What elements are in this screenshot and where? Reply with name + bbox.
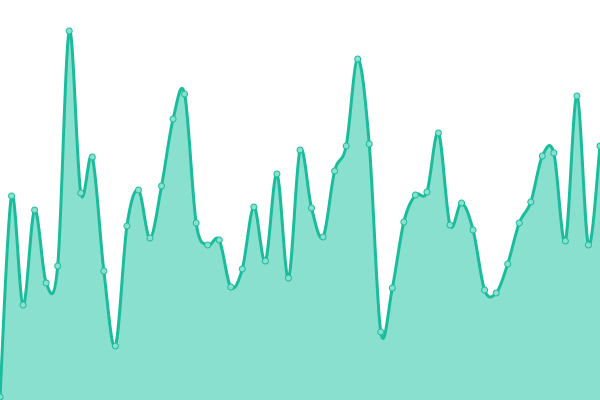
data-point: [469, 226, 477, 234]
data-point: [365, 140, 373, 148]
data-point: [8, 192, 16, 200]
data-point: [550, 149, 558, 157]
data-point: [388, 284, 396, 292]
data-point: [561, 237, 569, 245]
data-point: [65, 27, 73, 35]
data-point: [261, 257, 269, 265]
data-point: [434, 129, 442, 137]
data-point: [227, 283, 235, 291]
data-point: [515, 219, 523, 227]
data-point: [400, 218, 408, 226]
data-point: [458, 199, 466, 207]
data-point: [538, 152, 546, 160]
data-point: [100, 267, 108, 275]
data-point: [481, 286, 489, 294]
data-point: [596, 142, 600, 150]
data-point: [492, 289, 500, 297]
data-point: [204, 241, 212, 249]
data-point: [19, 301, 27, 309]
data-point: [77, 189, 85, 197]
data-point: [273, 170, 281, 178]
data-point: [192, 219, 200, 227]
data-markers: [0, 27, 600, 400]
data-point: [42, 279, 50, 287]
data-point: [411, 191, 419, 199]
data-point: [215, 236, 223, 244]
data-point: [31, 206, 39, 214]
data-point: [123, 222, 131, 230]
data-point: [146, 234, 154, 242]
data-point: [134, 186, 142, 194]
data-point: [308, 204, 316, 212]
data-point: [573, 92, 581, 100]
data-point: [331, 167, 339, 175]
data-point: [446, 221, 454, 229]
data-point: [354, 55, 362, 63]
data-point: [169, 115, 177, 123]
data-point: [0, 393, 4, 400]
data-point: [527, 198, 535, 206]
data-point: [584, 241, 592, 249]
data-point: [111, 342, 119, 350]
data-point: [342, 142, 350, 150]
area-fill: [0, 30, 600, 400]
data-point: [54, 262, 62, 270]
data-point: [238, 265, 246, 273]
data-point: [284, 274, 292, 282]
data-point: [319, 233, 327, 241]
data-point: [377, 328, 385, 336]
data-point: [158, 182, 166, 190]
data-point: [423, 188, 431, 196]
data-point: [296, 146, 304, 154]
data-point: [181, 90, 189, 98]
data-point: [504, 260, 512, 268]
data-point: [88, 153, 96, 161]
data-point: [250, 203, 258, 211]
